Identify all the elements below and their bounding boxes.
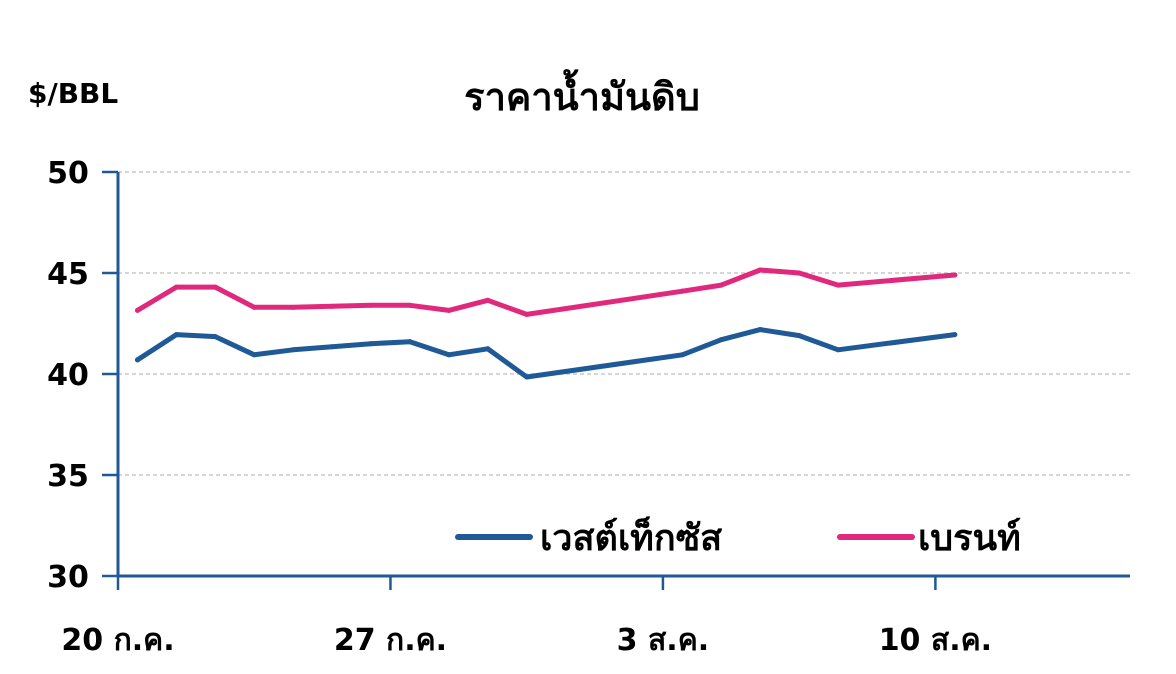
data-point	[485, 346, 491, 352]
data-point	[485, 297, 491, 303]
data-point	[290, 304, 296, 310]
axes	[102, 170, 1130, 590]
data-point	[952, 272, 958, 278]
data-point	[329, 344, 335, 350]
data-point	[407, 302, 413, 308]
legend: เวสต์เท็กซัส เบรนท์	[455, 515, 1021, 559]
data-point	[796, 333, 802, 339]
y-tick-label: 30	[47, 560, 89, 595]
data-point	[835, 282, 841, 288]
data-point	[173, 284, 179, 290]
y-tick-label: 40	[47, 358, 89, 393]
data-point	[251, 304, 257, 310]
data-point	[251, 352, 257, 358]
data-point	[679, 288, 685, 294]
data-point	[524, 311, 530, 317]
data-point	[368, 302, 374, 308]
series-line	[135, 327, 958, 380]
chart-title: ราคาน้ำมันดิบ	[464, 69, 700, 119]
data-point	[718, 337, 724, 343]
data-point	[757, 327, 763, 333]
x-tick-label: 20 ก.ค.	[61, 623, 174, 658]
data-point	[446, 307, 452, 313]
data-point	[212, 284, 218, 290]
y-tick-label: 50	[47, 156, 89, 191]
series-lines	[134, 267, 958, 380]
data-point	[212, 334, 218, 340]
data-point	[952, 332, 958, 338]
y-axis-tick-labels: 30 35 40 45 50	[47, 156, 89, 595]
data-point	[329, 303, 335, 309]
x-tick-label: 3 ส.ค.	[617, 623, 710, 658]
y-tick-label: 35	[47, 459, 89, 494]
data-point	[368, 341, 374, 347]
legend-label: เวสต์เท็กซัส	[540, 515, 722, 559]
data-point	[679, 352, 685, 358]
legend-label: เบรนท์	[918, 517, 1021, 559]
x-tick-label: 10 ส.ค.	[879, 623, 992, 658]
x-tick-label: 27 ก.ค.	[334, 623, 447, 658]
y-axis-unit-label: $/BBL	[28, 77, 118, 110]
data-point	[757, 267, 763, 273]
data-point	[524, 374, 530, 380]
series-line	[135, 267, 958, 317]
y-tick-label: 45	[47, 257, 89, 292]
data-point	[290, 347, 296, 353]
data-point	[835, 347, 841, 353]
data-point	[407, 339, 413, 345]
data-point	[173, 332, 179, 338]
gridlines	[118, 171, 1130, 476]
data-point	[796, 270, 802, 276]
data-point	[446, 352, 452, 358]
data-point	[134, 357, 140, 363]
data-point	[134, 307, 140, 313]
data-point	[718, 282, 724, 288]
x-axis-tick-labels: 20 ก.ค. 27 ก.ค. 3 ส.ค. 10 ส.ค.	[61, 623, 992, 658]
